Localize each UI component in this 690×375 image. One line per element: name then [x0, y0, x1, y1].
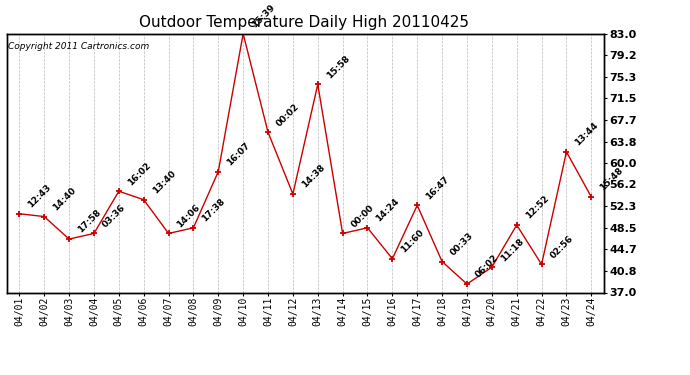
Text: 16:02: 16:02 [126, 160, 152, 187]
Text: 14:24: 14:24 [375, 197, 401, 223]
Text: 15:58: 15:58 [325, 54, 351, 80]
Text: 12:52: 12:52 [524, 194, 550, 221]
Text: 14:06: 14:06 [175, 202, 202, 229]
Text: 06:02: 06:02 [474, 254, 500, 280]
Text: Copyright 2011 Cartronics.com: Copyright 2011 Cartronics.com [8, 42, 149, 51]
Text: 00:02: 00:02 [275, 102, 302, 128]
Text: 00:33: 00:33 [449, 231, 475, 257]
Text: 13:44: 13:44 [573, 121, 600, 148]
Text: 13:40: 13:40 [150, 169, 177, 195]
Text: 00:00: 00:00 [350, 203, 376, 229]
Text: Outdoor Temperature Daily High 20110425: Outdoor Temperature Daily High 20110425 [139, 15, 469, 30]
Text: 11:18: 11:18 [499, 236, 525, 263]
Text: 16:07: 16:07 [225, 141, 252, 167]
Text: 14:40: 14:40 [51, 186, 78, 212]
Text: 02:56: 02:56 [549, 234, 575, 260]
Text: 17:38: 17:38 [200, 197, 227, 223]
Text: 14:38: 14:38 [300, 163, 326, 190]
Text: 11:60: 11:60 [400, 228, 426, 255]
Text: 15:48: 15:48 [598, 166, 625, 193]
Text: 15:39: 15:39 [250, 3, 277, 30]
Text: 16:47: 16:47 [424, 174, 451, 201]
Text: 12:43: 12:43 [26, 183, 53, 210]
Text: 17:58: 17:58 [76, 208, 103, 235]
Text: 03:36: 03:36 [101, 203, 128, 229]
